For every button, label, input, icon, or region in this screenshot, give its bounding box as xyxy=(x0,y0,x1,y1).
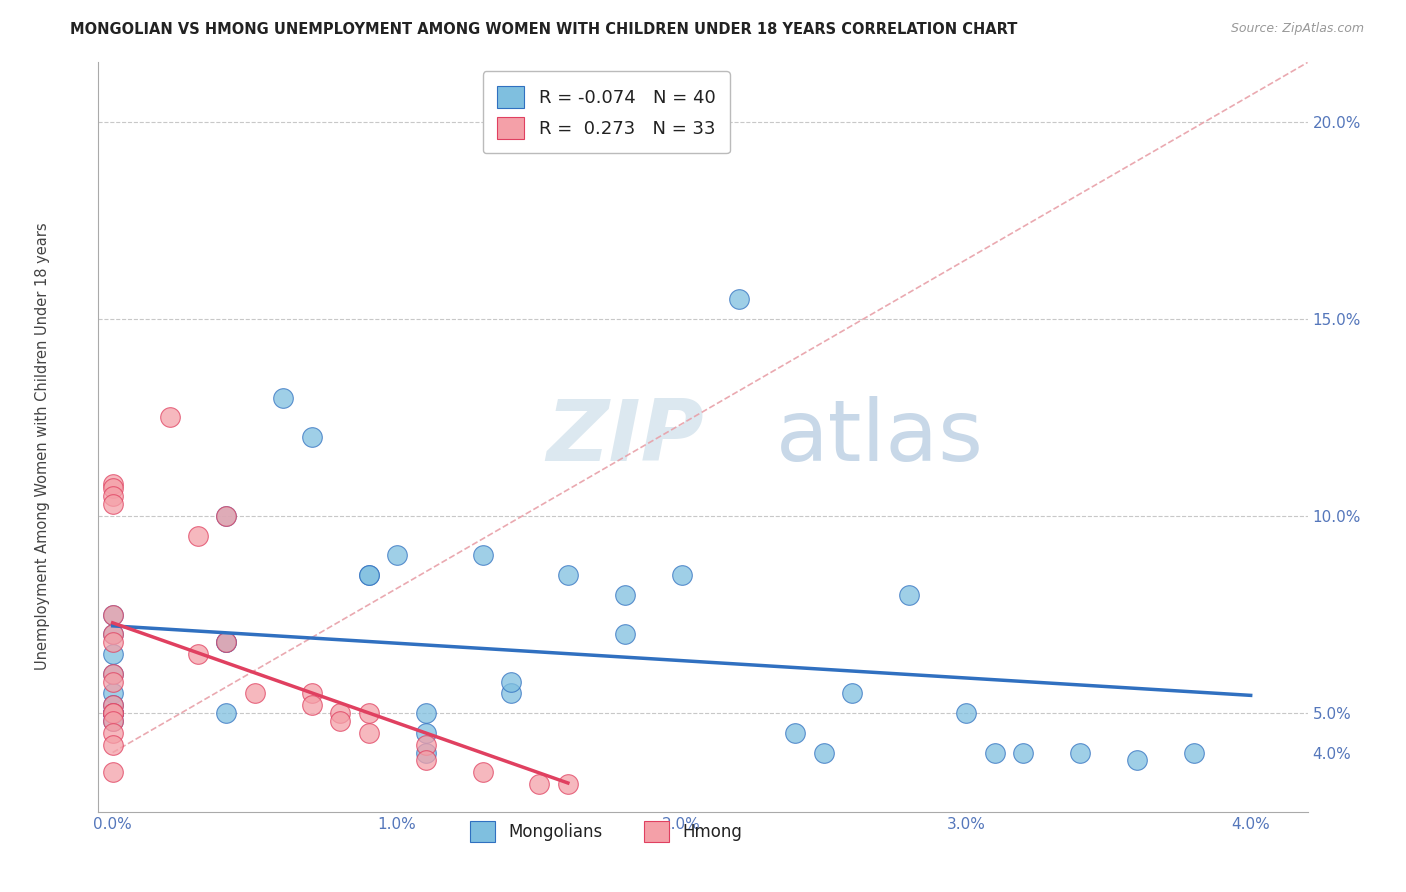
Point xyxy=(101,765,124,780)
Point xyxy=(101,481,124,495)
Point xyxy=(101,666,124,681)
Point xyxy=(301,686,323,700)
Text: MONGOLIAN VS HMONG UNEMPLOYMENT AMONG WOMEN WITH CHILDREN UNDER 18 YEARS CORRELA: MONGOLIAN VS HMONG UNEMPLOYMENT AMONG WO… xyxy=(70,22,1018,37)
Point xyxy=(101,738,124,752)
Point xyxy=(101,477,124,491)
Point xyxy=(415,754,437,768)
Point xyxy=(215,706,238,720)
Point xyxy=(329,706,352,720)
Point xyxy=(471,549,494,563)
Point xyxy=(613,627,636,641)
Point xyxy=(357,568,380,582)
Point xyxy=(101,666,124,681)
Point xyxy=(1012,746,1035,760)
Point xyxy=(415,746,437,760)
Point xyxy=(101,714,124,728)
Point xyxy=(499,674,522,689)
Point xyxy=(101,635,124,649)
Point xyxy=(1069,746,1091,760)
Text: ZIP: ZIP xyxy=(546,395,703,479)
Point xyxy=(1126,754,1149,768)
Point xyxy=(415,738,437,752)
Point xyxy=(101,607,124,622)
Point xyxy=(101,627,124,641)
Point xyxy=(159,410,181,425)
Text: Unemployment Among Women with Children Under 18 years: Unemployment Among Women with Children U… xyxy=(35,222,49,670)
Point xyxy=(898,588,921,602)
Point xyxy=(557,568,579,582)
Point xyxy=(357,568,380,582)
Point xyxy=(813,746,835,760)
Point xyxy=(671,568,693,582)
Point xyxy=(101,489,124,503)
Point xyxy=(385,549,408,563)
Point xyxy=(529,777,551,791)
Point xyxy=(329,714,352,728)
Point xyxy=(243,686,266,700)
Point xyxy=(357,726,380,740)
Point xyxy=(101,706,124,720)
Point xyxy=(101,698,124,713)
Point xyxy=(557,777,579,791)
Text: atlas: atlas xyxy=(776,395,984,479)
Point xyxy=(101,714,124,728)
Point xyxy=(415,706,437,720)
Point xyxy=(187,647,209,661)
Point xyxy=(101,607,124,622)
Point xyxy=(301,430,323,444)
Point xyxy=(215,635,238,649)
Point xyxy=(215,635,238,649)
Point xyxy=(101,627,124,641)
Point xyxy=(983,746,1005,760)
Point xyxy=(613,588,636,602)
Point xyxy=(955,706,977,720)
Point xyxy=(215,635,238,649)
Point xyxy=(357,706,380,720)
Point xyxy=(215,508,238,523)
Point xyxy=(101,706,124,720)
Point xyxy=(785,726,807,740)
Legend: Mongolians, Hmong: Mongolians, Hmong xyxy=(464,814,749,848)
Point xyxy=(101,686,124,700)
Point xyxy=(273,391,295,405)
Point xyxy=(101,647,124,661)
Point xyxy=(499,686,522,700)
Point xyxy=(101,674,124,689)
Point xyxy=(101,706,124,720)
Point xyxy=(1182,746,1205,760)
Point xyxy=(301,698,323,713)
Point xyxy=(101,706,124,720)
Point xyxy=(187,529,209,543)
Point xyxy=(471,765,494,780)
Point xyxy=(101,726,124,740)
Point xyxy=(101,698,124,713)
Point xyxy=(215,508,238,523)
Point xyxy=(727,292,749,306)
Point xyxy=(415,726,437,740)
Point xyxy=(841,686,863,700)
Point xyxy=(101,497,124,511)
Point xyxy=(101,706,124,720)
Text: Source: ZipAtlas.com: Source: ZipAtlas.com xyxy=(1230,22,1364,36)
